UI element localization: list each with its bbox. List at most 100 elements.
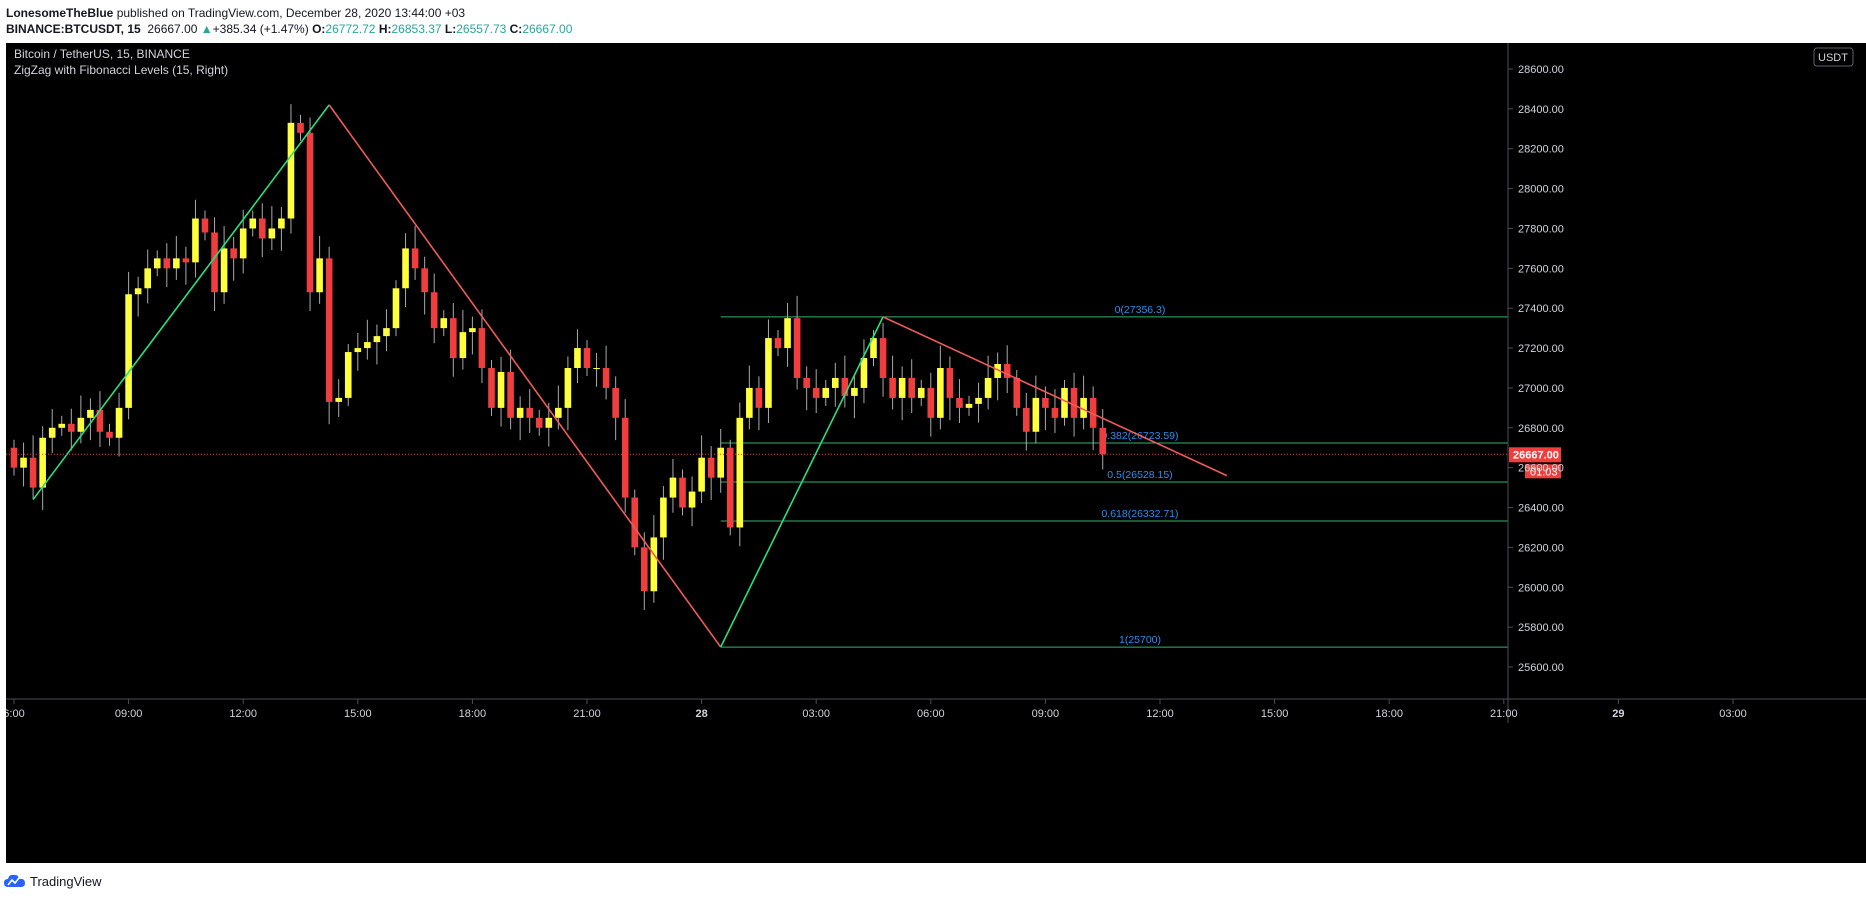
- candle-body: [641, 547, 648, 592]
- candle-body: [1070, 387, 1078, 418]
- tradingview-logo[interactable]: TradingView: [4, 870, 102, 892]
- candle-body: [784, 318, 791, 349]
- candle-body: [793, 318, 801, 378]
- candle-body: [459, 332, 467, 359]
- candle-body: [1042, 397, 1049, 408]
- candle-body: [908, 377, 915, 398]
- candle-body: [106, 431, 113, 438]
- candle-body: [1003, 364, 1011, 378]
- candle-body: [602, 368, 610, 388]
- candle-body: [555, 407, 562, 418]
- candle-body: [201, 218, 209, 233]
- candle-body: [526, 407, 533, 418]
- legend-title: Bitcoin / TetherUS, 15, BINANCE: [14, 47, 190, 61]
- candle-body: [946, 368, 954, 398]
- candle-body: [851, 387, 858, 396]
- candle-body: [1032, 397, 1040, 432]
- low-label: L:: [444, 22, 457, 36]
- close-value: 26667.00: [522, 22, 573, 36]
- candle-body: [803, 377, 810, 388]
- price-change: +385.34 (+1.47%): [212, 22, 309, 36]
- candle-body: [29, 457, 37, 488]
- candle-body: [832, 377, 839, 388]
- candle-body: [306, 132, 314, 293]
- candle-body: [163, 258, 171, 269]
- open-label: O:: [312, 22, 326, 36]
- candle-body: [1080, 397, 1087, 418]
- candlestick-chart[interactable]: 0(27356.3)0.382(26723.59)0.5(26528.15)0.…: [3, 43, 1866, 863]
- candle-body: [621, 417, 629, 498]
- candle-body: [1013, 377, 1021, 408]
- candle-body: [698, 457, 705, 492]
- candle-body: [726, 447, 734, 528]
- candle-body: [87, 409, 94, 418]
- candle-body: [746, 387, 753, 418]
- candle-body: [870, 338, 877, 359]
- candle-body: [77, 417, 85, 432]
- time-tick-label: 03:00: [1719, 708, 1747, 720]
- price-tick-label: 26600.00: [1518, 463, 1564, 475]
- candle-body: [278, 218, 285, 229]
- candle-body: [144, 268, 151, 289]
- candle-body: [192, 218, 199, 263]
- last-price-badge-text: 26667.00: [1513, 449, 1559, 461]
- candle-body: [535, 417, 543, 428]
- price-tick-label: 28000.00: [1518, 184, 1564, 196]
- candle-body: [984, 377, 992, 398]
- candle-body: [774, 338, 782, 349]
- candle-body: [860, 358, 868, 388]
- currency-label: USDT: [1818, 52, 1848, 64]
- candle-body: [650, 537, 658, 592]
- candle-body: [125, 294, 132, 408]
- chart-background: [6, 43, 1866, 863]
- time-tick-label: 21:00: [573, 708, 601, 720]
- time-tick-label: 03:00: [802, 708, 830, 720]
- last-price: 26667.00: [147, 22, 198, 36]
- candle-body: [612, 387, 619, 418]
- candle-body: [478, 328, 486, 368]
- candle-body: [450, 318, 457, 359]
- fib-level-label: 0(27356.3): [1115, 304, 1166, 316]
- candle-body: [220, 248, 228, 293]
- candle-body: [134, 288, 142, 295]
- candle-body: [48, 427, 56, 438]
- candle-body: [354, 348, 362, 353]
- currency-box[interactable]: [1813, 47, 1854, 67]
- candle-body: [430, 292, 438, 329]
- candle-body: [574, 348, 581, 368]
- author-name[interactable]: LonesomeTheBlue: [6, 6, 114, 20]
- candle-body: [1061, 387, 1068, 418]
- candle-body: [917, 387, 925, 398]
- price-tick-label: 26400.00: [1518, 503, 1564, 515]
- candle-body: [297, 122, 304, 133]
- candle-body: [497, 371, 505, 408]
- countdown-badge-text: 01:03: [1530, 466, 1558, 478]
- up-arrow-icon: ▲: [200, 22, 213, 36]
- candle-body: [259, 218, 266, 239]
- chart-area[interactable]: 0(27356.3)0.382(26723.59)0.5(26528.15)0.…: [3, 43, 1866, 863]
- candle-body: [889, 377, 896, 398]
- candle-body: [39, 437, 46, 488]
- zigzag-segment: [719, 316, 884, 648]
- open-value: 26772.72: [325, 22, 376, 36]
- price-tick-label: 27600.00: [1518, 263, 1564, 275]
- candle-body: [841, 377, 849, 396]
- time-tick-label: 28: [695, 708, 707, 720]
- candle-body: [822, 387, 830, 398]
- candle-body: [230, 248, 237, 259]
- fib-level-label: 1(25700): [1119, 634, 1161, 646]
- candle-body: [373, 336, 381, 343]
- candle-body: [364, 342, 371, 349]
- time-tick-label: 06:00: [917, 708, 945, 720]
- candle-body: [975, 397, 982, 404]
- time-tick-label: 18:00: [1375, 708, 1403, 720]
- time-tick-label: 15:00: [1261, 708, 1289, 720]
- time-tick-label: 18:00: [459, 708, 487, 720]
- candle-body: [287, 122, 295, 219]
- candle-body: [669, 477, 677, 498]
- candle-body: [707, 457, 715, 478]
- low-value: 26557.73: [456, 22, 507, 36]
- high-label: H:: [378, 22, 392, 36]
- candle-body: [115, 407, 123, 438]
- time-tick-label: 09:00: [115, 708, 143, 720]
